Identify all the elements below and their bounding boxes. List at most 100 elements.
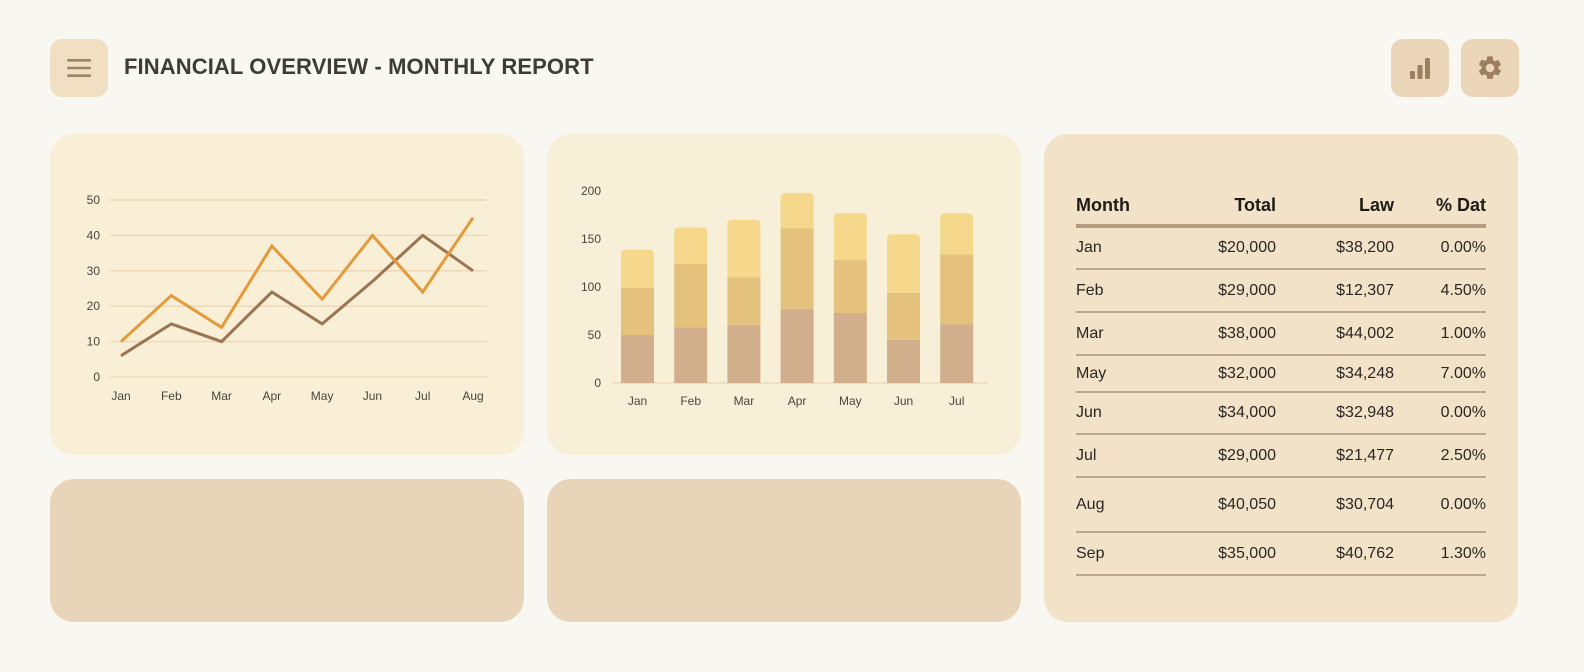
x-tick-label: May (311, 389, 334, 403)
cell-pct: 7.00% (1440, 364, 1486, 382)
cell-law: $34,248 (1336, 364, 1394, 382)
bar-segment[interactable] (887, 292, 920, 340)
bar-segment[interactable] (887, 339, 920, 383)
column-header-total[interactable]: Total (1234, 194, 1276, 215)
y-tick-label: 100 (581, 280, 601, 294)
bar-segment[interactable] (940, 213, 974, 255)
bar-segment[interactable] (780, 192, 814, 229)
table-row[interactable]: Mar $38,000 $44,002 1.00% (1076, 313, 1486, 356)
cell-law: $21,477 (1336, 446, 1394, 464)
cell-pct: 1.30% (1440, 544, 1486, 562)
stacked-bar-chart-card: 0 50 100 150 200 Jan Feb Mar Apr May Jun Jul (547, 134, 1021, 455)
cell-total: $40,050 (1218, 495, 1276, 513)
column-header-month[interactable]: Month (1076, 194, 1130, 215)
cell-law: $38,200 (1336, 239, 1394, 256)
stacked-bar-chart: 0 50 100 150 200 Jan Feb Mar Apr May Jun Jul (581, 184, 987, 408)
bar-segment[interactable] (833, 312, 867, 383)
bar-segment[interactable] (833, 260, 867, 313)
line-chart: 0 10 20 30 40 50 Jan Feb Mar Apr May Jun Jul Aug (87, 193, 487, 403)
table-row[interactable]: May $32,000 $34,248 7.00% (1076, 356, 1486, 393)
bar-segment[interactable] (940, 254, 974, 325)
table-row[interactable]: Jul $29,000 $21,477 2.50% (1076, 435, 1486, 478)
x-tick-label: Mar (734, 394, 755, 408)
bar-segment[interactable] (621, 287, 654, 335)
table-row[interactable]: Sep $35,000 $40,762 1.30% (1076, 533, 1486, 576)
cell-pct: 0.00% (1440, 495, 1486, 513)
x-tick-label: May (839, 394, 862, 408)
monthly-table-card: Month Total Law % Dat Jan $20,000 $38,200 0… (1044, 134, 1518, 622)
line-chart-card: 0 10 20 30 40 50 Jan Feb Mar Apr May Jun Jul Aug (50, 134, 524, 455)
cell-month: Jan (1076, 239, 1102, 256)
y-tick-label: 30 (87, 264, 101, 278)
chart-view-button[interactable] (1391, 39, 1449, 97)
column-header-law[interactable]: Law (1358, 194, 1394, 215)
cell-pct: 2.50% (1440, 446, 1486, 464)
cell-total: $38,000 (1218, 324, 1276, 342)
cell-law: $44,002 (1336, 324, 1394, 342)
line-series[interactable] (119, 216, 475, 343)
x-tick-label: Jan (628, 394, 647, 408)
placeholder-card-middle (547, 479, 1021, 622)
bar-segment[interactable] (727, 277, 761, 326)
bar-segment[interactable] (621, 335, 654, 383)
bar-chart-icon (1410, 58, 1430, 79)
line-series[interactable] (120, 233, 474, 358)
gear-icon (1479, 56, 1501, 79)
cell-total: $35,000 (1218, 544, 1276, 562)
monthly-data-table: Month Total Law % Dat Jan $20,000 $38,200 0… (1076, 186, 1486, 576)
cell-pct: 1.00% (1440, 324, 1486, 342)
y-tick-label: 10 (87, 335, 101, 349)
x-tick-label: Mar (211, 389, 232, 403)
bar-stack[interactable] (887, 234, 920, 383)
x-tick-label: Jan (111, 389, 130, 403)
bar-segment[interactable] (674, 263, 708, 328)
hamburger-menu-icon (67, 59, 91, 77)
y-tick-label: 50 (87, 193, 101, 207)
table-row[interactable]: Jan $20,000 $38,200 0.00% (1076, 228, 1486, 270)
bar-stack[interactable] (674, 227, 708, 383)
cell-law: $30,704 (1336, 495, 1394, 513)
table-body: Jan $20,000 $38,200 0.00% Feb $29,000 $12,307 4… (1076, 228, 1486, 576)
y-tick-label: 50 (588, 328, 602, 342)
cell-total: $29,000 (1218, 281, 1276, 299)
y-tick-label: 20 (87, 299, 101, 313)
bar-stack[interactable] (940, 213, 974, 383)
page-title: FINANCIAL OVERVIEW - MONTHLY REPORT (124, 54, 594, 79)
table-header-row: Month Total Law % Dat (1076, 186, 1486, 228)
cell-total: $20,000 (1218, 239, 1276, 256)
x-tick-label: Apr (788, 394, 807, 408)
y-tick-label: 0 (93, 370, 100, 384)
bar-segment[interactable] (780, 228, 814, 310)
cell-law: $40,762 (1336, 544, 1394, 562)
table-row[interactable]: Feb $29,000 $12,307 4.50% (1076, 270, 1486, 313)
cell-pct: 0.00% (1440, 404, 1486, 421)
bar-segment[interactable] (727, 325, 761, 383)
settings-button[interactable] (1461, 39, 1519, 97)
bar-segment[interactable] (833, 213, 867, 261)
y-tick-label: 150 (581, 232, 601, 246)
bar-stack[interactable] (780, 192, 814, 383)
bar-segment[interactable] (621, 249, 654, 288)
cell-total: $29,000 (1218, 446, 1276, 464)
x-tick-label: Feb (680, 394, 701, 408)
bar-segment[interactable] (780, 309, 814, 383)
menu-button[interactable] (50, 39, 108, 97)
bar-stack[interactable] (727, 219, 761, 383)
bar-segment[interactable] (727, 219, 761, 278)
cell-month: May (1076, 364, 1107, 382)
y-tick-label: 40 (87, 228, 101, 242)
bar-stack[interactable] (621, 249, 654, 383)
table-row[interactable]: Aug $40,050 $30,704 0.00% (1076, 478, 1486, 533)
cell-law: $32,948 (1336, 404, 1394, 421)
column-header-pct[interactable]: % Dat (1435, 194, 1486, 215)
cell-pct: 0.00% (1440, 239, 1486, 256)
bar-stack[interactable] (833, 213, 867, 383)
bar-segment[interactable] (887, 234, 920, 293)
bar-segment[interactable] (940, 324, 974, 383)
bar-segment[interactable] (674, 227, 708, 264)
x-tick-label: Aug (462, 389, 483, 403)
cell-month: Jun (1076, 404, 1102, 421)
cell-month: Feb (1076, 281, 1104, 299)
table-row[interactable]: Jun $34,000 $32,948 0.00% (1076, 393, 1486, 435)
bar-segment[interactable] (674, 327, 708, 383)
